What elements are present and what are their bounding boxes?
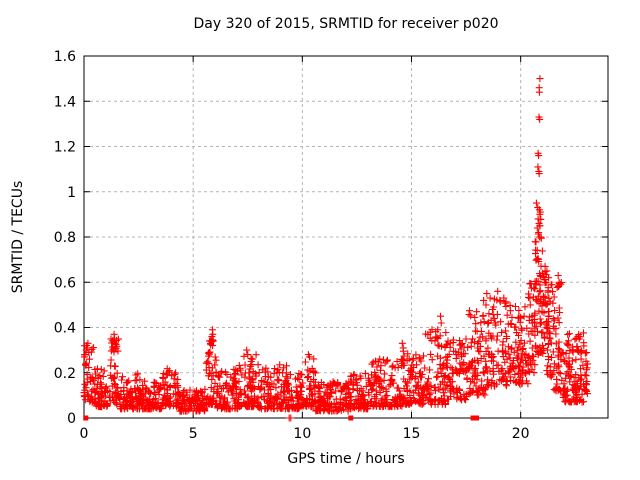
x-tick-labels: 0 5 10 15 20 <box>80 426 530 442</box>
axis-ticks <box>83 55 608 419</box>
zero-value-square-marker <box>83 415 89 421</box>
gridlines <box>84 56 608 418</box>
chart-title: Day 320 of 2015, SRMTID for receiver p02… <box>193 16 498 32</box>
y-tick-label: 0 <box>67 411 76 427</box>
data-points <box>80 75 592 422</box>
y-axis-label: SRMTID / TECUs <box>10 181 26 294</box>
scatter-plus-markers <box>80 75 592 422</box>
y-tick-labels: 0 0.2 0.4 0.6 0.8 1 1.2 1.4 1.6 <box>54 49 76 427</box>
y-tick-label: 1 <box>67 185 76 201</box>
zero-value-square-marker <box>348 415 354 421</box>
y-tick-label: 0.4 <box>54 321 76 337</box>
y-tick-label: 1.4 <box>54 94 76 110</box>
x-tick-label: 20 <box>512 426 530 442</box>
x-tick-label: 10 <box>293 426 311 442</box>
y-tick-label: 0.2 <box>54 366 76 382</box>
y-tick-label: 0.8 <box>54 230 76 246</box>
x-tick-label: 15 <box>403 426 421 442</box>
x-tick-label: 0 <box>80 426 89 442</box>
zero-value-square-marker <box>474 415 480 421</box>
y-tick-label: 0.6 <box>54 275 76 291</box>
y-tick-label: 1.2 <box>54 140 76 156</box>
x-tick-label: 5 <box>189 426 198 442</box>
y-tick-label: 1.6 <box>54 49 76 65</box>
x-axis-label: GPS time / hours <box>287 451 404 467</box>
